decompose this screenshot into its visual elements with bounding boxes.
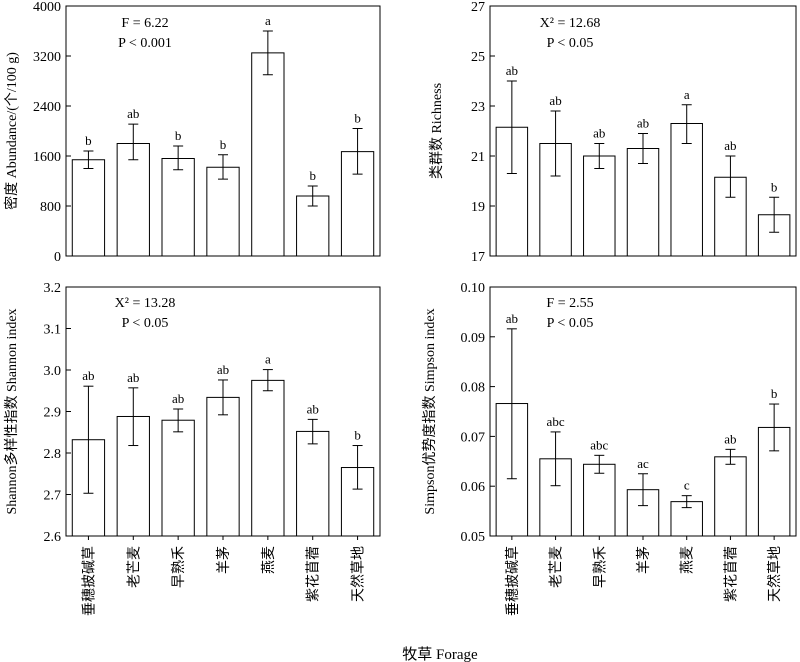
stat-annotation: P < 0.05 [547,36,594,51]
stat-annotation: P < 0.001 [118,36,172,51]
y-axis-label: Shannon多样性指数 Shannon index [3,308,20,514]
significance-letter: ac [637,456,649,471]
category-label: 紫花苜蓿 [722,546,739,602]
x-axis-title: 牧草 Forage [402,646,478,662]
significance-letter: b [175,128,182,143]
chart-panel-2: 17 19 21 23 25 27 类群数 Richness X² = 12.68 P < 0.… [429,0,797,265]
bar [626,148,660,257]
bar [583,155,616,257]
y-tick-label: 23 [471,100,485,115]
category-label: 老芒麦 [126,546,142,588]
significance-letter: abc [590,437,608,452]
category-label: 老芒麦 [549,546,565,588]
stat-annotation: F = 6.22 [121,16,168,31]
y-tick-label: 2.9 [44,406,62,421]
y-tick-label: 21 [471,150,485,165]
y-tick-label: 0.08 [461,381,486,396]
y-tick-label: 0 [54,250,61,265]
y-tick-label: 3200 [33,50,61,65]
y-axis-label: 类群数 Richness [429,83,445,179]
bar [714,456,747,537]
category-label: 羊茅 [216,546,232,574]
category-label: 天然草地 [350,546,367,602]
y-tick-label: 2400 [33,100,61,115]
significance-letter: ab [82,368,94,383]
significance-letter: ab [217,362,229,377]
significance-letter: ab [724,138,736,153]
chart-panel-3: 2.6 2.7 2.8 2.9 3.0 3.1 3.2 Shannon多样性指数 Shanno… [3,281,381,616]
significance-letter: b [771,179,778,194]
bar [71,159,106,257]
category-label: 羊茅 [636,546,652,574]
bar [161,419,195,537]
category-label: 燕麦 [680,546,696,574]
significance-letter: b [771,386,778,401]
y-tick-label: 25 [471,50,485,65]
y-tick-label: 2.8 [44,447,62,462]
significance-letter: b [85,133,92,148]
bar [296,430,330,537]
significance-letter: a [265,13,271,28]
y-tick-label: 3.0 [44,364,62,379]
y-axis-label: 密度 Abundance/(个/100 g) [3,52,20,210]
stat-annotation: P < 0.05 [547,316,594,331]
bar [583,463,616,537]
y-tick-label: 0.10 [461,281,486,296]
chart-panel-4: 0.05 0.06 0.07 0.08 0.09 0.10 Simpson优势度指数 Sim… [422,281,797,616]
y-tick-label: 0.09 [461,331,486,346]
y-tick-label: 2.7 [44,489,62,504]
bar [116,143,150,257]
significance-letter: ab [307,401,319,416]
significance-letter: ab [593,126,605,141]
y-tick-label: 2.6 [44,530,62,545]
y-tick-label: 3.2 [44,281,62,296]
significance-letter: b [354,428,361,443]
significance-letter: b [309,168,316,183]
significance-letter: ab [637,116,649,131]
significance-letter: b [354,111,361,126]
category-label: 早熟禾 [592,546,608,588]
significance-letter: ab [172,391,184,406]
significance-letter: c [684,478,690,493]
stat-annotation: X² = 13.28 [115,296,176,311]
y-tick-label: 1600 [33,150,61,165]
significance-letter: ab [506,63,518,78]
category-label: 早熟禾 [171,546,187,588]
significance-letter: a [684,87,690,102]
bar [251,52,285,257]
bar [251,379,285,537]
y-tick-label: 3.1 [44,323,62,338]
y-tick-label: 27 [471,0,485,15]
y-tick-label: 0.05 [461,530,486,545]
stat-annotation: P < 0.05 [122,316,169,331]
significance-letter: ab [506,311,518,326]
significance-letter: ab [127,370,139,385]
significance-letter: abc [547,414,565,429]
bar [670,123,703,257]
bar [206,396,240,537]
significance-letter: ab [127,106,139,121]
bar [206,166,240,257]
category-label: 天然草地 [766,546,783,602]
y-tick-label: 4000 [33,0,61,15]
significance-letter: ab [724,431,736,446]
y-tick-label: 800 [40,200,61,215]
y-tick-label: 17 [471,250,485,265]
stat-annotation: F = 2.55 [546,296,593,311]
category-label: 垂穗披碱草 [81,546,97,616]
category-label: 垂穗披碱草 [505,546,521,616]
significance-letter: ab [549,93,561,108]
stat-annotation: X² = 12.68 [540,16,601,31]
y-axis-label: Simpson优势度指数 Simpson index [422,308,438,514]
y-tick-label: 0.07 [461,430,486,445]
category-label: 紫花苜蓿 [305,546,322,602]
bar [161,158,195,257]
significance-letter: a [265,352,271,367]
chart-panel-1: 0 800 1600 2400 3200 4000 密度 Abundance/(个/100 … [3,0,381,265]
significance-letter: b [220,137,227,152]
y-tick-label: 19 [471,200,485,215]
category-label: 燕麦 [261,546,277,574]
y-tick-label: 0.06 [461,480,486,495]
